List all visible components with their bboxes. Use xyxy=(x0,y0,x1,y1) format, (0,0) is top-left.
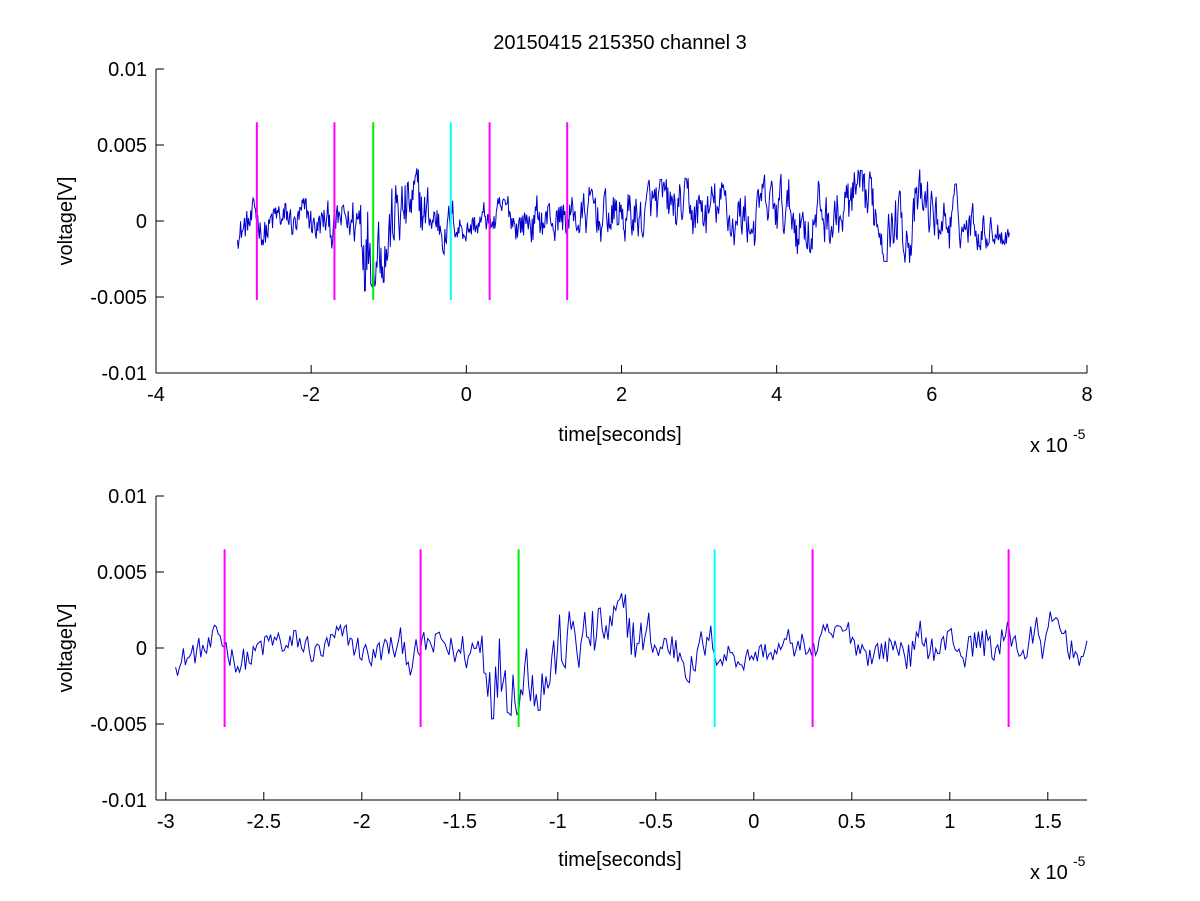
bottom-x-tick-label: -0.5 xyxy=(639,811,673,833)
bottom-x-tick-label: -2 xyxy=(353,811,371,833)
bottom-x-tick-label: 1.5 xyxy=(1034,811,1062,833)
subplot-bottom-exponent-power: -5 xyxy=(1073,853,1086,869)
bottom-y-tick-label: -0.01 xyxy=(101,790,147,812)
bottom-x-tick-label: 0 xyxy=(748,811,759,833)
subplot-bottom-axes: -3 -2.5 -2 -1.5 -1 -0.5 0 0.5 1 1.5 -0.01 -0.005 0 0.… xyxy=(90,486,1087,833)
top-y-tick-label: 0.01 xyxy=(108,59,147,81)
top-signal-trace xyxy=(236,168,1010,292)
bottom-x-tick-label: 0.5 xyxy=(838,811,866,833)
subplot-top: -4 -2 0 2 4 6 8 -0.01 -0.005 0 0.005 0.01 time[seco… xyxy=(55,59,1093,457)
top-y-tick-label: 0 xyxy=(136,211,147,233)
top-x-tick-label: 6 xyxy=(926,384,937,406)
subplot-bottom-xlabel: time[seconds] xyxy=(558,849,681,871)
bottom-x-tick-label: -3 xyxy=(157,811,175,833)
subplot-bottom-exponent-base: x 10 xyxy=(1030,862,1068,884)
top-x-tick-label: 4 xyxy=(771,384,782,406)
top-y-tick-label: -0.01 xyxy=(101,363,147,385)
bottom-y-tick-label: 0.005 xyxy=(97,562,147,584)
subplot-bottom-markers-group xyxy=(223,549,1010,728)
subplot-top-signal-group xyxy=(236,168,1010,292)
subplot-top-markers-group xyxy=(255,122,569,301)
subplot-top-axes: -4 -2 0 2 4 6 8 -0.01 -0.005 0 0.005 0.01 xyxy=(90,59,1092,406)
bottom-x-tick-label: 1 xyxy=(944,811,955,833)
bottom-y-tick-label: -0.005 xyxy=(90,714,147,736)
subplot-top-exponent-power: -5 xyxy=(1073,426,1086,442)
bottom-y-tick-label: 0.01 xyxy=(108,486,147,508)
bottom-x-tick-label: -1 xyxy=(549,811,567,833)
subplot-bottom-signal-group xyxy=(175,593,1088,720)
subplot-top-xlabel: time[seconds] xyxy=(558,424,681,446)
top-y-tick-label: -0.005 xyxy=(90,287,147,309)
top-x-tick-label: -2 xyxy=(302,384,320,406)
top-y-tick-label: 0.005 xyxy=(97,135,147,157)
bottom-x-tick-label: -2.5 xyxy=(247,811,281,833)
top-x-tick-label: 8 xyxy=(1081,384,1092,406)
subplot-top-ylabel: voltage[V] xyxy=(55,177,77,266)
subplot-bottom: -3 -2.5 -2 -1.5 -1 -0.5 0 0.5 1 1.5 -0.01 -0.005 0 0.… xyxy=(55,486,1088,884)
figure-title: 20150415 215350 channel 3 xyxy=(493,32,747,54)
subplot-top-exponent-base: x 10 xyxy=(1030,435,1068,457)
top-x-tick-label: 2 xyxy=(616,384,627,406)
top-x-tick-label: 0 xyxy=(461,384,472,406)
bottom-signal-trace xyxy=(175,593,1088,720)
bottom-x-tick-label: -1.5 xyxy=(443,811,477,833)
top-x-tick-label: -4 xyxy=(147,384,165,406)
bottom-y-tick-label: 0 xyxy=(136,638,147,660)
subplot-bottom-ylabel: voltage[V] xyxy=(55,604,77,693)
